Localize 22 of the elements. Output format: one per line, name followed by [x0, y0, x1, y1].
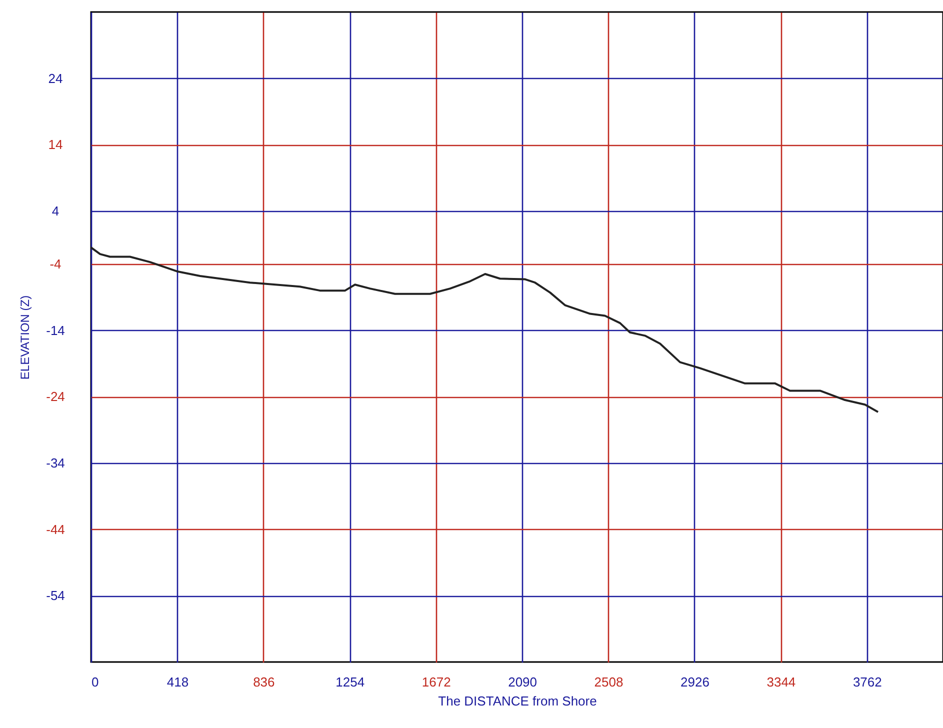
x-tick-label: 3344: [766, 674, 796, 690]
x-tick-label: 2090: [508, 674, 538, 690]
y-tick-label: -54: [46, 588, 65, 604]
x-tick-label: 418: [166, 674, 189, 690]
x-tick-label: 3762: [852, 674, 882, 690]
y-axis-title: ELEVATION (Z): [18, 295, 32, 380]
x-tick-label: 2508: [594, 674, 624, 690]
y-tick-label: -4: [50, 256, 62, 272]
x-tick-label: 1672: [422, 674, 451, 690]
x-tick-label: 1254: [336, 674, 365, 690]
y-tick-label: -44: [46, 522, 65, 537]
y-tick-label: 24: [48, 70, 63, 86]
y-tick-label: 4: [52, 203, 60, 218]
x-tick-label: 0: [92, 674, 99, 690]
y-tick-label: 14: [48, 137, 63, 152]
line-series: [91, 246, 880, 413]
y-tick-label: -34: [46, 456, 65, 471]
y-tick-label: -24: [46, 389, 65, 404]
y-tick-label: -14: [46, 322, 65, 338]
x-tick-label: 2926: [680, 674, 710, 690]
x-axis-title: The DISTANCE from Shore: [438, 694, 597, 708]
x-tick-label: 836: [253, 674, 275, 690]
